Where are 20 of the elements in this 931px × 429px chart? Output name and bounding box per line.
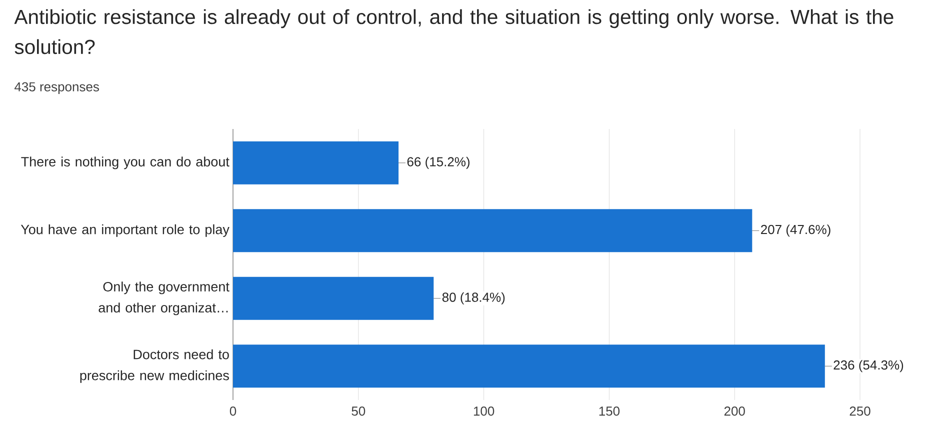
bar: [233, 209, 752, 252]
data-label: 80 (18.4%): [442, 292, 505, 304]
bar: [233, 276, 434, 320]
x-tick-label: 150: [599, 406, 620, 416]
data-label: 236 (54.3%): [834, 360, 904, 372]
x-tick-label: 250: [850, 406, 870, 416]
x-tick-label: 50: [352, 406, 366, 416]
x-tick-label: 0: [230, 406, 236, 416]
bar: [233, 141, 399, 184]
y-tick-label: You have an important role to play: [20, 224, 230, 237]
x-tick-label: 100: [474, 406, 494, 416]
text: 435 responses: [14, 82, 99, 94]
y-tick-label: There is nothing you can do about: [21, 156, 230, 170]
data-label: 207 (47.6%): [761, 224, 830, 237]
chart-title: Antibiotic resistance is already out of control, and the situation is getting only worse. What is the solution?: [14, 9, 894, 54]
x-tick-label: 200: [724, 406, 745, 416]
data-label: 66 (15.2%): [407, 156, 470, 169]
bar: [233, 344, 825, 388]
y-tick-label: Only the government and other organizat…: [98, 282, 230, 316]
y-tick-label: Doctors need to prescribe new medicines: [80, 349, 229, 383]
